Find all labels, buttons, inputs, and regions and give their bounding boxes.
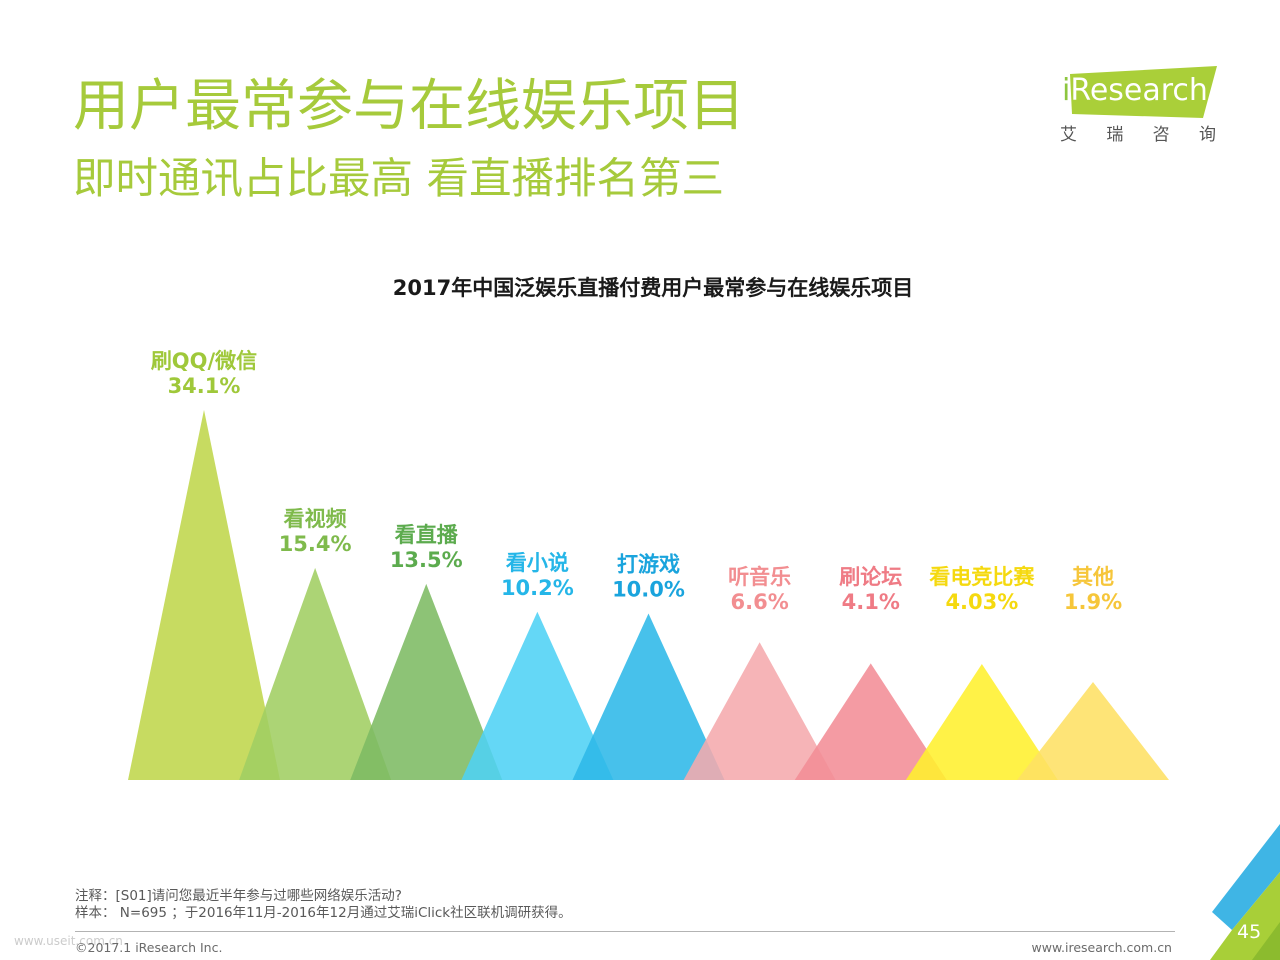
watermark: www.useit.com.cn (14, 934, 123, 948)
bar-8 (905, 663, 1058, 780)
page-subtitle: 即时通讯占比最高 看直播排名第三 (73, 155, 725, 204)
bar-6 (683, 642, 836, 780)
corner-decoration (1210, 824, 1280, 960)
value-label-7: 4.1% (842, 590, 900, 614)
value-label-8: 4.03% (945, 590, 1018, 614)
value-label-2: 15.4% (279, 532, 352, 556)
category-label-8: 看电竞比赛 (929, 565, 1035, 589)
value-label-3: 13.5% (390, 548, 463, 572)
bar-3 (350, 583, 503, 780)
chart-title: 2017年中国泛娱乐直播付费用户最常参与在线娱乐项目 (392, 276, 914, 300)
bar-4 (461, 611, 614, 780)
bar-2 (239, 567, 392, 780)
value-label-9: 1.9% (1064, 590, 1122, 614)
footer-divider (75, 931, 1175, 932)
page-number: 45 (1237, 921, 1262, 943)
category-label-2: 看视频 (284, 507, 347, 531)
category-label-6: 听音乐 (728, 565, 791, 589)
survey-question-note: 注释：[S01]请问您最近半年参与过哪些网络娱乐活动? (75, 888, 402, 904)
corner-blue-shape (1212, 824, 1280, 930)
logo-banner-shape (1070, 66, 1217, 118)
copyright: ©2017.1 iResearch Inc. (75, 940, 223, 955)
value-label-5: 10.0% (612, 578, 685, 602)
website-url: www.iresearch.com.cn (1031, 940, 1173, 955)
category-label-3: 看直播 (395, 523, 459, 547)
bar-5 (572, 613, 725, 780)
footnotes: 注释：[S01]请问您最近半年参与过哪些网络娱乐活动? 样本： N=695 ；于… (75, 888, 572, 922)
bar-7 (794, 663, 947, 780)
value-label-4: 10.2% (501, 576, 574, 600)
corner-dark-green-shape (1252, 922, 1280, 960)
corner-green-shape (1210, 872, 1280, 960)
logo-brand-cn-text: 艾 瑞 咨 询 (1060, 125, 1216, 145)
logo-brand-text: iResearch (1062, 73, 1208, 108)
bar-1 (128, 409, 280, 780)
value-label-1: 34.1% (168, 374, 241, 398)
page-title: 用户最常参与在线娱乐项目 (73, 74, 745, 139)
category-label-9: 其他 (1072, 565, 1114, 589)
value-label-6: 6.6% (731, 590, 789, 614)
bar-9 (1017, 681, 1169, 780)
logo-banner-polygon (1070, 66, 1217, 118)
category-label-7: 刷论坛 (839, 565, 902, 589)
sample-note: 样本： N=695 ；于2016年11月-2016年12月通过艾瑞iClick社… (75, 905, 572, 921)
iresearch-logo: iResearch 艾 瑞 咨 询 (1050, 60, 1225, 150)
category-label-5: 打游戏 (617, 553, 680, 577)
category-label-4: 看小说 (506, 551, 569, 575)
chart-bars (128, 409, 1169, 780)
category-label-1: 刷QQ/微信 (151, 349, 257, 373)
